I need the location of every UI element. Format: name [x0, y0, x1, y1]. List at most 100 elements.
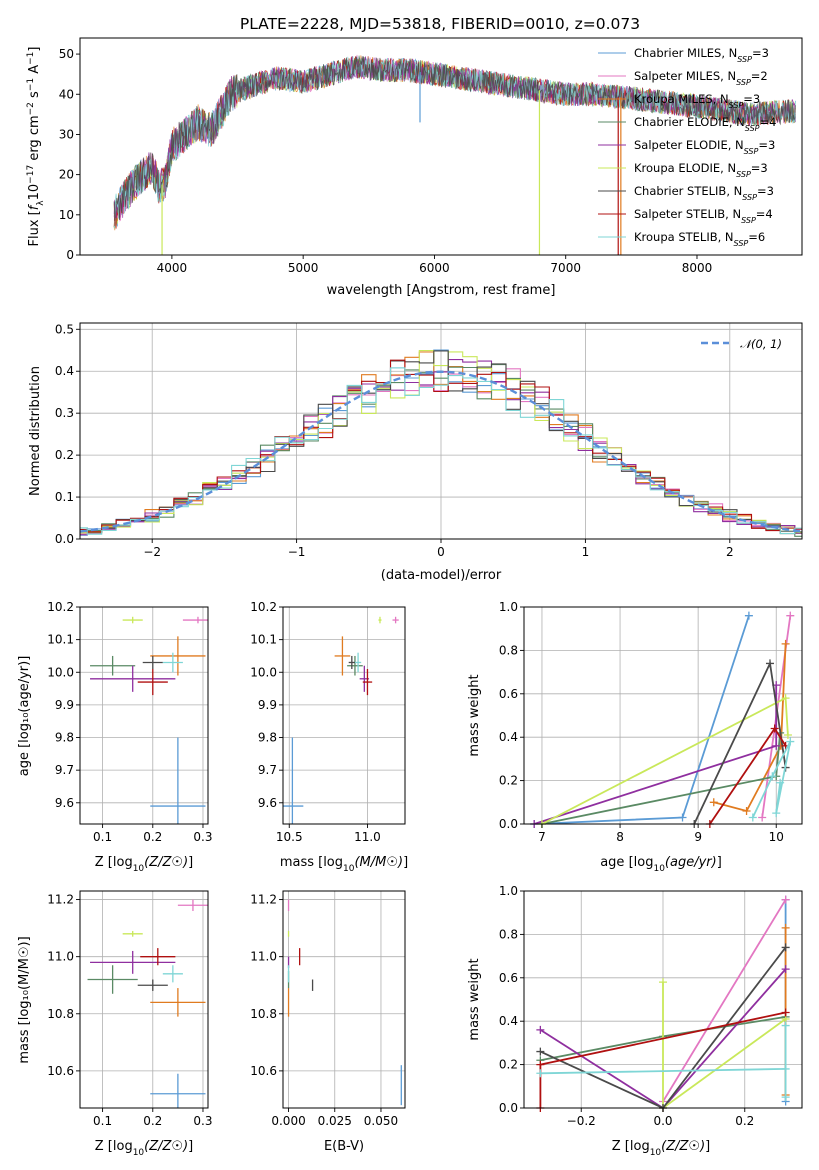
y-tick-label: 10.6	[250, 1064, 277, 1078]
errorbar-kroupa-elodie	[122, 930, 143, 937]
y-tick-label: 10.1	[47, 633, 74, 647]
errorbar-salpeter-stelib	[362, 669, 373, 696]
errorbar-kroupa-elodie	[378, 616, 382, 624]
weight-marker-salpeter-miles	[786, 611, 795, 620]
weight-age-xlabel: age [log10(age/yr)]	[600, 855, 722, 874]
errorbar-chabrier-elodie	[87, 965, 138, 994]
y-tick-label: 9.7	[55, 763, 74, 777]
weight-marker-kroupa-elodie	[659, 978, 667, 987]
x-tick-label: 5000	[288, 261, 319, 275]
legend-label: Chabrier ELODIE, NSSP=4	[634, 115, 776, 133]
plot-frame	[523, 606, 803, 825]
x-tick-label: 10.5	[276, 830, 303, 844]
weight-marker-chabrier-stelib	[765, 659, 774, 668]
weight-marker-kroupa-stelib	[781, 1021, 790, 1030]
x-tick-label: 1	[582, 545, 590, 559]
x-tick-label: 0.0	[653, 1114, 672, 1128]
legend-label: Chabrier STELIB, NSSP=3	[634, 184, 774, 202]
errorbar-salpeter-miles	[177, 899, 208, 911]
y-tick-label: 0.1	[55, 490, 74, 504]
y-tick-label: 9.9	[258, 698, 277, 712]
plot-frame	[79, 890, 209, 1109]
weight-marker-kroupa-stelib	[776, 778, 785, 787]
y-tick-label: 11.0	[47, 950, 74, 964]
y-tick-label: 0.6	[499, 687, 518, 701]
spectrum-xlabel: wavelength [Angstrom, rest frame]	[327, 283, 556, 298]
legend-label: Salpeter STELIB, NSSP=4	[634, 207, 773, 225]
errorbar-chabrier-stelib	[142, 655, 163, 669]
weight-marker-chabrier-stelib	[781, 943, 790, 952]
weight-z-xlabel: Z [log10(Z/Z☉)]	[612, 1139, 710, 1158]
errorbar-salpeter-miles	[392, 616, 399, 624]
plot-frame	[282, 890, 406, 1109]
y-tick-label: 10.2	[250, 600, 277, 614]
x-tick-label: 9	[694, 830, 702, 844]
y-tick-label: 9.6	[258, 796, 277, 810]
weight-marker-salpeter-stelib	[770, 724, 779, 733]
weight-marker-kroupa-elodie	[781, 694, 790, 703]
y-tick-label: 40	[59, 87, 74, 101]
y-tick-label: 0.0	[55, 532, 74, 546]
x-tick-label: 0.2	[143, 830, 162, 844]
weight-line-kroupa-stelib	[540, 1025, 787, 1098]
x-tick-label: 8000	[682, 261, 713, 275]
x-tick-label: 0.1	[93, 1114, 112, 1128]
y-tick-label: 0.2	[499, 774, 518, 788]
x-tick-label: 0.3	[193, 1114, 212, 1128]
legend-label: Salpeter MILES, NSSP=2	[634, 69, 768, 87]
weight-marker-salpeter-stelib	[536, 1060, 545, 1069]
legend-label: Kroupa STELIB, NSSP=6	[634, 230, 765, 248]
y-tick-label: 0.3	[55, 406, 74, 420]
gauss-legend-label: 𝒩(0, 1)	[740, 337, 782, 351]
y-tick-label: 0.0	[499, 1101, 518, 1115]
y-tick-label: 10.1	[250, 633, 277, 647]
weight-marker-salpeter-elodie	[536, 1025, 545, 1034]
errorbar-salpeter-elodie	[90, 950, 176, 974]
y-tick-label: 0.4	[55, 364, 74, 378]
y-tick-label: 0.8	[499, 927, 518, 941]
x-tick-label: 2	[726, 545, 734, 559]
weight-marker-salpeter-miles	[781, 895, 790, 904]
spectrum-line-salpeter-elodie	[113, 56, 796, 219]
errorbar-kroupa-stelib	[354, 652, 362, 673]
y-tick-label: 10.8	[47, 1007, 74, 1021]
weight-marker-kroupa-miles	[709, 798, 718, 807]
x-tick-label: 0.2	[143, 1114, 162, 1128]
weight-line-salpeter-elodie	[533, 685, 778, 824]
weight-marker-salpeter-elodie	[772, 741, 781, 750]
y-tick-label: 10.0	[47, 665, 74, 679]
weight-age-ylabel: mass weight	[467, 674, 482, 756]
mass-z-xlabel: Z [log10(Z/Z☉)]	[95, 1139, 193, 1158]
weight-marker-salpeter-stelib	[781, 1008, 790, 1017]
weight-marker-chabrier-stelib	[536, 1047, 545, 1056]
legend-label: Kroupa ELODIE, NSSP=3	[634, 161, 768, 179]
weight-marker-kroupa-stelib	[786, 737, 795, 746]
y-tick-label: 0.5	[55, 322, 74, 336]
legend-label: Kroupa MILES, NSSP=3	[634, 92, 760, 110]
y-tick-label: 0.2	[55, 448, 74, 462]
weight-marker-kroupa-miles	[781, 923, 790, 932]
y-tick-label: 11.0	[250, 950, 277, 964]
y-tick-label: 50	[59, 47, 74, 61]
y-tick-label: 1.0	[499, 600, 518, 614]
weight-line-chabrier-miles	[534, 615, 750, 824]
x-tick-label: 0.3	[193, 830, 212, 844]
errorbar-chabrier-elodie	[90, 655, 136, 676]
y-tick-label: 10.8	[250, 1007, 277, 1021]
x-tick-label: 0	[437, 545, 445, 559]
gaussian-curve	[79, 370, 803, 533]
figure-title: PLATE=2228, MJD=53818, FIBERID=0010, z=0…	[240, 15, 640, 33]
y-tick-label: 0.6	[499, 971, 518, 985]
spectrum-ylabel: Flux [fλ10−17 erg cm−2 s−1 A−1]	[26, 47, 46, 247]
x-tick-label: 0.050	[364, 1114, 398, 1128]
weight-Z-ylabel: mass weight	[467, 958, 482, 1040]
errorbar-kroupa-miles	[150, 988, 206, 1017]
weight-line-chabrier-stelib	[540, 946, 787, 1108]
x-tick-label: 7	[538, 830, 546, 844]
x-tick-label: 0.1	[93, 830, 112, 844]
y-tick-label: 9.6	[55, 796, 74, 810]
errorbar-chabrier-miles	[150, 737, 206, 824]
spectrum-line-kroupa-stelib	[113, 56, 796, 229]
y-tick-label: 9.8	[55, 731, 74, 745]
